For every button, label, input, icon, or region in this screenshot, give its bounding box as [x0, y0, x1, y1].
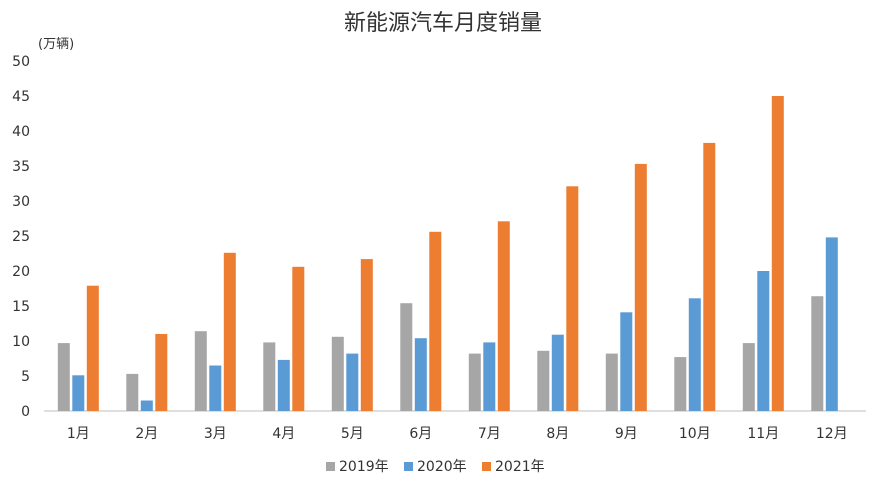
bar-8月-2021年 [566, 186, 579, 411]
legend-swatch-2021年 [482, 462, 491, 471]
x-tick-label: 10月 [679, 426, 711, 442]
x-tick-label: 5月 [341, 426, 364, 442]
x-tick-label: 9月 [615, 426, 638, 442]
x-tick-label: 8月 [546, 426, 569, 442]
x-tick-label: 11月 [747, 426, 779, 442]
legend-label: 2021年 [495, 459, 545, 475]
bar-12月-2020年 [825, 237, 838, 411]
series-2021年 [86, 96, 784, 411]
bars [57, 96, 838, 411]
x-tick-label: 7月 [478, 426, 501, 442]
bar-7月-2021年 [497, 221, 510, 411]
x-tick-label: 1月 [67, 426, 90, 442]
bar-11月-2019年 [742, 343, 755, 411]
bar-5月-2019年 [331, 336, 344, 411]
bar-9月-2020年 [620, 312, 633, 411]
x-tick-label: 2月 [135, 426, 158, 442]
bar-10月-2020年 [688, 298, 701, 411]
legend-swatch-2019年 [326, 462, 335, 471]
bar-6月-2019年 [400, 303, 413, 411]
series-2020年 [72, 237, 838, 411]
bar-9月-2019年 [605, 353, 618, 411]
x-axis-ticks: 1月 2月 3月 4月 5月 6月 7月 8月 9月 10月 11月 12月 [67, 426, 848, 442]
legend-swatch-2020年 [404, 462, 413, 471]
x-tick-label: 12月 [816, 426, 848, 442]
bar-6月-2020年 [414, 338, 427, 411]
bar-12月-2019年 [811, 296, 824, 411]
y-tick-label: 45 [12, 89, 30, 105]
y-tick-label: 20 [12, 264, 30, 280]
bar-8月-2020年 [551, 334, 564, 411]
bar-3月-2021年 [223, 252, 236, 411]
y-tick-label: 0 [21, 404, 30, 420]
x-tick-label: 4月 [272, 426, 295, 442]
bar-7月-2019年 [468, 353, 481, 411]
y-tick-label: 35 [12, 159, 30, 175]
bar-3月-2019年 [194, 331, 207, 411]
bar-10月-2019年 [674, 357, 687, 411]
series-2019年 [57, 296, 824, 411]
legend-label: 2019年 [339, 459, 389, 475]
bar-1月-2020年 [72, 375, 85, 411]
y-tick-label: 50 [12, 54, 30, 70]
bar-3月-2020年 [209, 365, 222, 411]
y-tick-label: 25 [12, 229, 30, 245]
bar-11月-2021年 [771, 96, 784, 411]
y-axis-ticks: 0 5 10 15 20 25 30 35 40 45 50 [12, 54, 30, 420]
bar-2月-2020年 [140, 400, 153, 411]
bar-9月-2021年 [634, 163, 647, 411]
y-tick-label: 15 [12, 299, 30, 315]
legend-label: 2020年 [417, 459, 467, 475]
x-tick-label: 6月 [409, 426, 432, 442]
bar-1月-2021年 [86, 285, 99, 411]
bar-4月-2020年 [277, 359, 290, 411]
bar-8月-2019年 [537, 350, 550, 411]
bar-10月-2021年 [703, 142, 716, 411]
bar-5月-2021年 [360, 259, 373, 411]
bar-1月-2019年 [57, 343, 70, 411]
y-axis-unit-label: (万辆) [38, 37, 74, 52]
bar-6月-2021年 [429, 231, 442, 411]
bar-2月-2021年 [155, 334, 168, 411]
y-tick-label: 10 [12, 334, 30, 350]
y-tick-label: 40 [12, 124, 30, 140]
bar-2月-2019年 [126, 373, 139, 411]
bar-4月-2021年 [292, 266, 305, 411]
y-tick-label: 30 [12, 194, 30, 210]
bar-4月-2019年 [263, 342, 276, 411]
x-tick-label: 3月 [204, 426, 227, 442]
bar-11月-2020年 [757, 271, 770, 411]
bar-7月-2020年 [483, 342, 496, 411]
bar-5月-2020年 [346, 353, 359, 411]
y-tick-label: 5 [21, 369, 30, 385]
chart-title: 新能源汽车月度销量 [344, 11, 542, 36]
legend: 2019年 2020年 2021年 [326, 459, 545, 475]
